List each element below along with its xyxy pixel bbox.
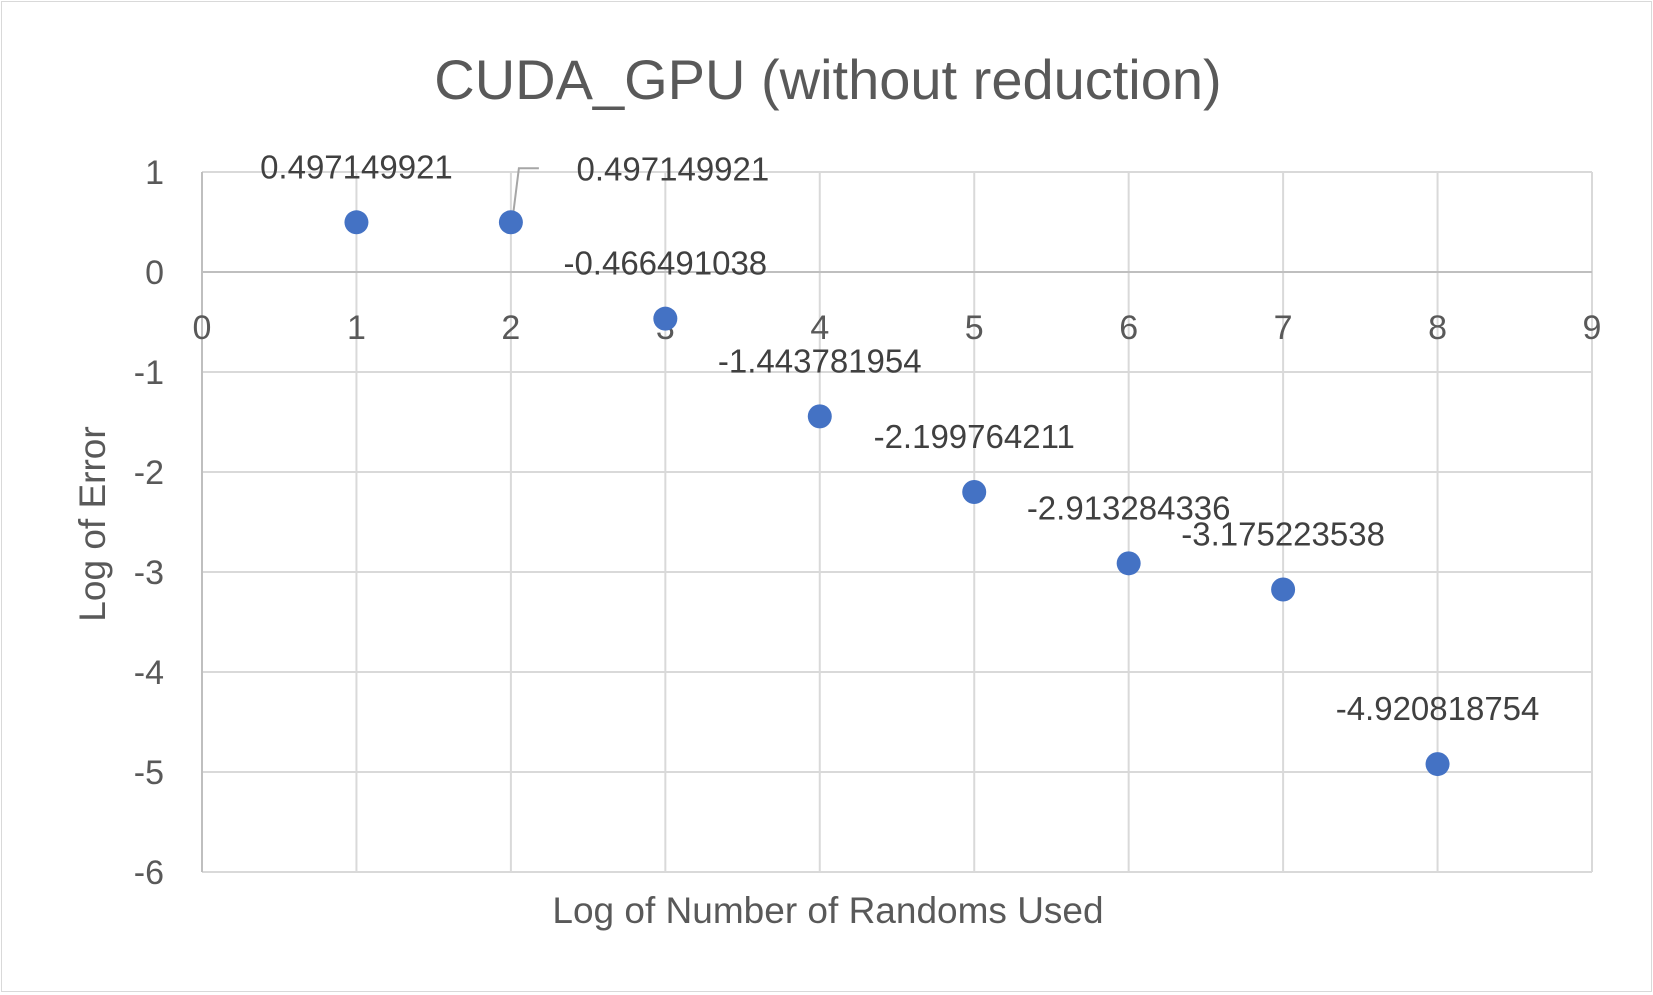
data-label: -0.466491038 [563, 245, 767, 282]
gridlines [202, 171, 1593, 873]
data-label: -3.175223538 [1181, 516, 1385, 553]
x-tick-label: 8 [1428, 309, 1447, 347]
data-label: -4.920818754 [1336, 690, 1540, 727]
leader-line [511, 167, 539, 217]
data-point [498, 210, 523, 235]
x-tick-label: 5 [965, 309, 984, 347]
x-tick-label: 2 [501, 309, 520, 347]
y-tick-label: -6 [134, 854, 164, 892]
data-label: 0.497149921 [577, 150, 770, 187]
x-tick-label: 9 [1583, 309, 1602, 347]
y-tick-label: -3 [134, 554, 164, 592]
data-points [344, 210, 1450, 777]
data-point [653, 306, 678, 331]
x-tick-label: 6 [1119, 309, 1138, 347]
y-tick-label: 0 [145, 254, 164, 292]
y-tick-label: 1 [145, 154, 164, 192]
data-point [1116, 551, 1141, 576]
data-labels: 0.497149921 0.497149921 -0.466491038 -1.443… [260, 148, 1539, 727]
data-label: -1.443781954 [718, 342, 922, 379]
x-tick-label: 0 [193, 309, 212, 347]
data-point [1271, 577, 1296, 602]
leader-lines [511, 167, 539, 217]
x-axis-title: Log of Number of Randoms Used [552, 890, 1103, 931]
data-point [344, 210, 369, 235]
data-label: -2.199764211 [874, 418, 1075, 455]
y-tick-label: -2 [134, 454, 164, 492]
data-label: -2.913284336 [1027, 489, 1231, 526]
x-tick-label: 1 [347, 309, 366, 347]
y-tick-label: -4 [134, 654, 164, 692]
y-axis-title: Log of Error [72, 426, 113, 621]
data-point [1425, 752, 1450, 777]
data-point [807, 404, 832, 429]
y-tick-label: -5 [134, 754, 164, 792]
y-tick-label: -1 [134, 354, 164, 392]
chart-title: CUDA_GPU (without reduction) [434, 48, 1221, 111]
axes [201, 172, 1592, 872]
x-tick-label: 7 [1274, 309, 1293, 347]
data-label: 0.497149921 [260, 148, 453, 185]
data-point [962, 479, 987, 504]
x-tick-label: 4 [810, 309, 829, 347]
